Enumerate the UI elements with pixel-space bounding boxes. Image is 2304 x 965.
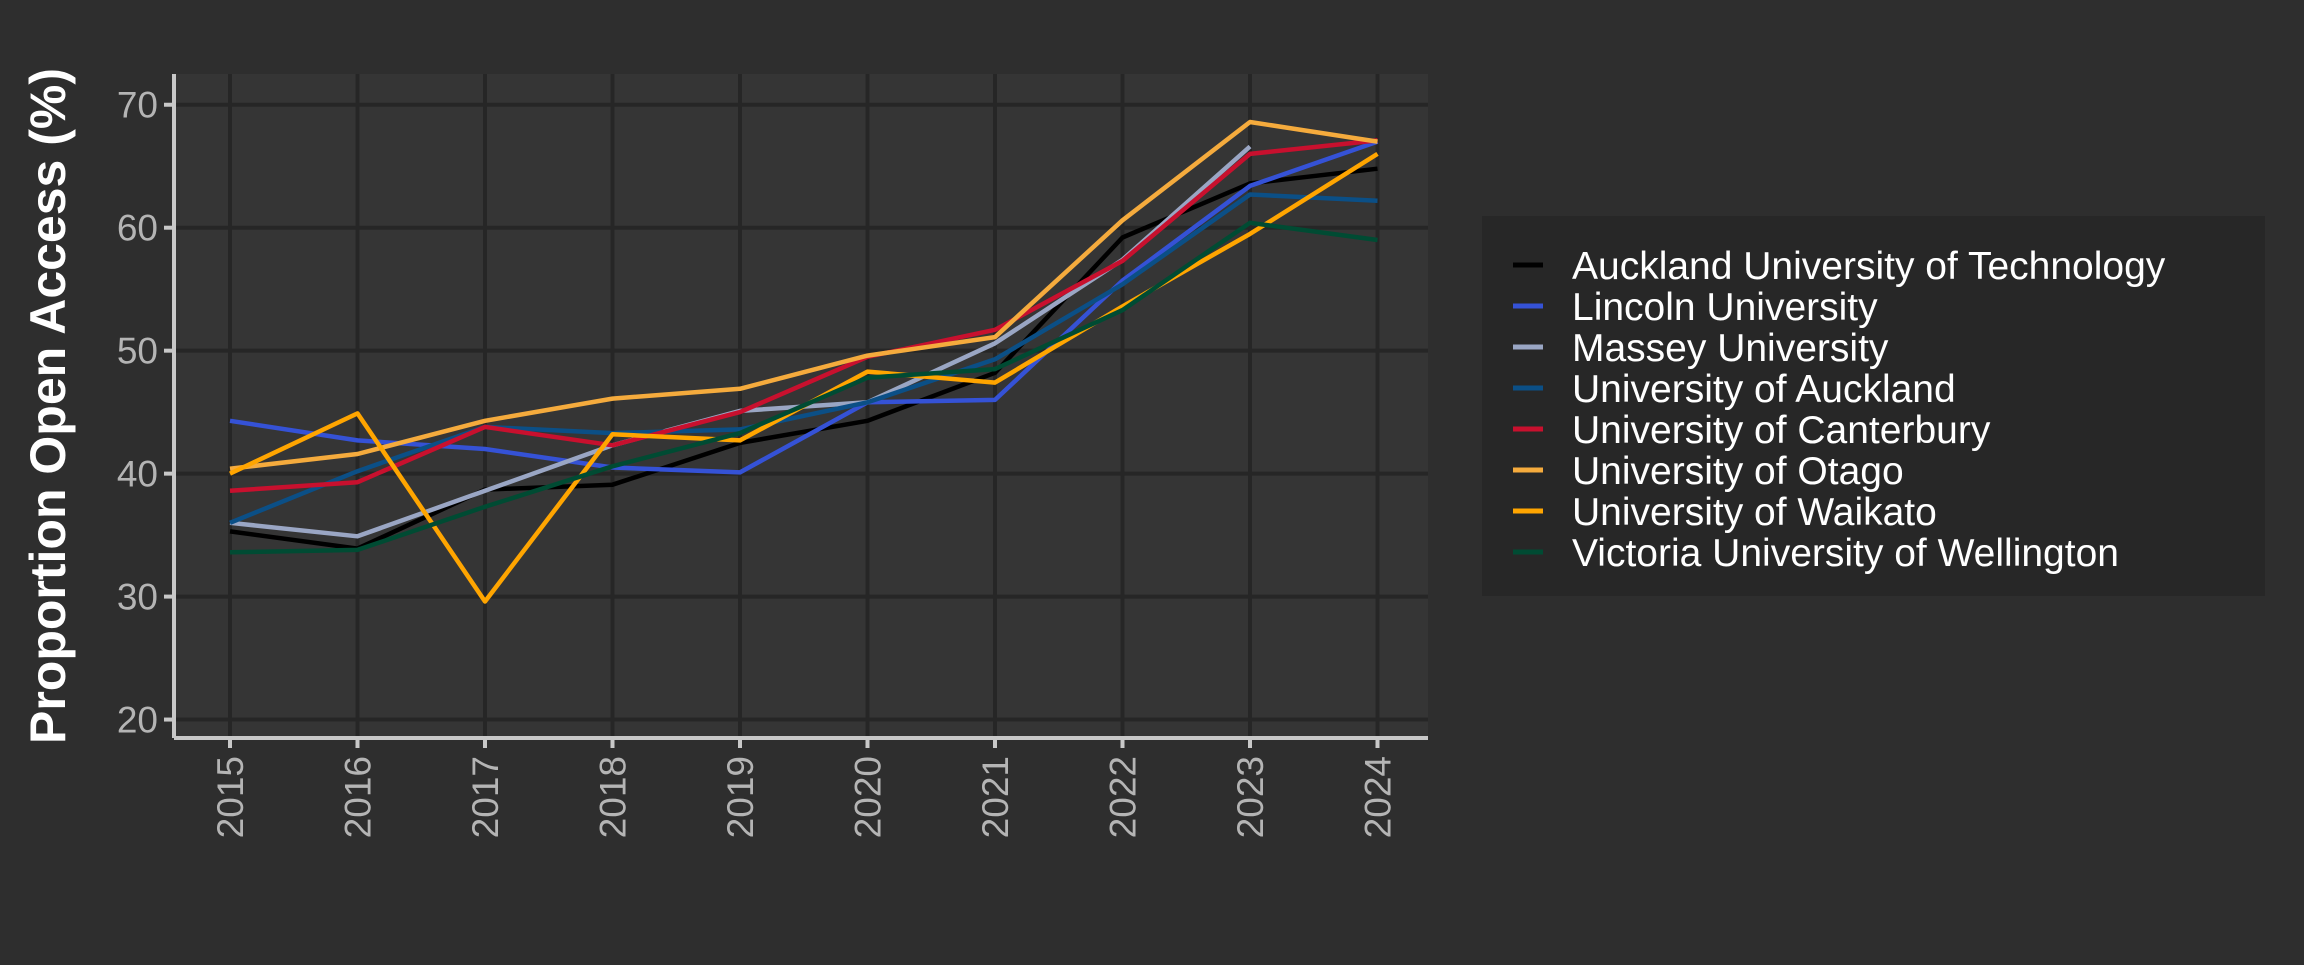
legend-label: University of Auckland	[1572, 368, 1956, 411]
x-tick-label: 2024	[1358, 756, 1399, 838]
legend-label: University of Canterbury	[1572, 409, 1991, 452]
legend-label: Lincoln University	[1572, 286, 1878, 329]
x-tick-label: 2015	[210, 756, 251, 838]
x-tick-label: 2021	[975, 756, 1016, 838]
y-tick-label: 40	[117, 454, 158, 495]
y-tick-label: 30	[117, 577, 158, 618]
series-line-university-of-otago	[229, 119, 1378, 471]
y-tick-label: 20	[117, 700, 158, 741]
gridlines	[174, 74, 1428, 738]
y-tick-label: 60	[117, 208, 158, 249]
legend-label: University of Waikato	[1572, 491, 1937, 534]
legend-background	[1482, 216, 2265, 596]
x-tick-label: 2018	[593, 756, 634, 838]
series-line-university-of-auckland	[229, 192, 1378, 525]
legend-label: Victoria University of Wellington	[1572, 532, 2119, 575]
y-axis-title: Proportion Open Access (%)	[20, 68, 76, 744]
series-line-victoria-university-of-wellington	[229, 220, 1378, 555]
x-tick-label: 2019	[720, 756, 761, 838]
x-tick-label: 2022	[1103, 756, 1144, 838]
legend-label: University of Otago	[1572, 450, 1904, 493]
series-line-auckland-university-of-technology	[229, 166, 1378, 551]
x-tick-label: 2017	[465, 756, 506, 838]
legend: Auckland University of TechnologyLincoln…	[1482, 216, 2265, 596]
y-tick-label: 50	[117, 331, 158, 372]
series-line-university-of-canterbury	[229, 138, 1378, 494]
x-tick-label: 2020	[848, 756, 889, 838]
y-tick-label: 70	[117, 85, 158, 126]
series-lines	[229, 119, 1379, 604]
x-tick-label: 2023	[1230, 756, 1271, 838]
x-tick-label: 2016	[338, 756, 379, 838]
series-line-lincoln-university	[229, 139, 1379, 475]
legend-label: Auckland University of Technology	[1572, 245, 2166, 288]
legend-label: Massey University	[1572, 327, 1889, 370]
